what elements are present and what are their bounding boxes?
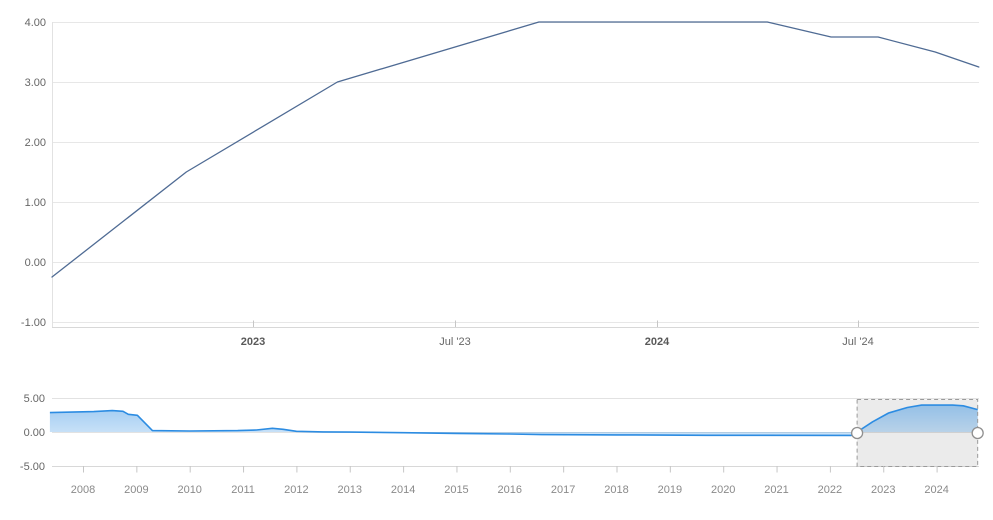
navigator-year-label: 2023 [871,484,895,496]
nav-ytick-0: 0.00 [24,427,45,439]
navigator-year-label: 2018 [604,484,628,496]
navigator-y-axis-labels: 5.00 0.00 -5.00 [20,393,45,473]
navigator-year-label: 2021 [764,484,788,496]
main-xtick-jul23: Jul '23 [439,336,470,348]
navigator-year-label: 2020 [711,484,735,496]
navigator-year-label: 2014 [391,484,415,496]
navigator-year-label: 2022 [818,484,842,496]
main-ytick-4: 4.00 [25,17,46,29]
main-x-axis-labels: 2023 Jul '23 2024 Jul '24 [241,336,874,348]
navigator-right-handle[interactable] [971,426,984,440]
navigator-year-label: 2010 [177,484,201,496]
navigator-year-label: 2011 [231,484,255,496]
navigator-x-axis-ticks [83,466,938,473]
navigator-year-label: 2017 [551,484,575,496]
main-ytick-1: 1.00 [25,197,46,209]
main-ytick-m1: -1.00 [21,317,46,329]
navigator-year-label: 2015 [444,484,468,496]
navigator-year-label: 2013 [338,484,362,496]
main-ytick-2: 2.00 [25,137,46,149]
main-y-axis-labels: 4.00 3.00 2.00 1.00 0.00 -1.00 [21,17,46,329]
main-series-line [51,21,980,278]
nav-ytick-5: 5.00 [24,393,45,405]
navigator-series-line [49,404,978,437]
main-x-axis-ticks [253,320,859,327]
main-gridlines [52,22,979,323]
navigator-year-label: 2012 [284,484,308,496]
navigator-year-label: 2024 [924,484,948,496]
navigator-year-label: 2019 [658,484,682,496]
navigator[interactable]: 2008 2009 2010 2011 2012 2013 2014 2015 2016 2017… [20,393,984,496]
navigator-year-label: 2016 [498,484,522,496]
navigator-year-label: 2009 [124,484,148,496]
navigator-year-labels: 2008 2009 2010 2011 2012 2013 2014 2015 2016 2017… [71,484,949,496]
navigator-year-label: 2008 [71,484,95,496]
main-xtick-jul24: Jul '24 [842,336,873,348]
main-ytick-3: 3.00 [25,77,46,89]
main-xtick-2024: 2024 [645,336,670,348]
nav-ytick-m5: -5.00 [20,461,45,473]
navigator-left-handle[interactable] [850,426,864,440]
main-xtick-2023: 2023 [241,336,265,348]
main-ytick-0: 0.00 [25,257,46,269]
